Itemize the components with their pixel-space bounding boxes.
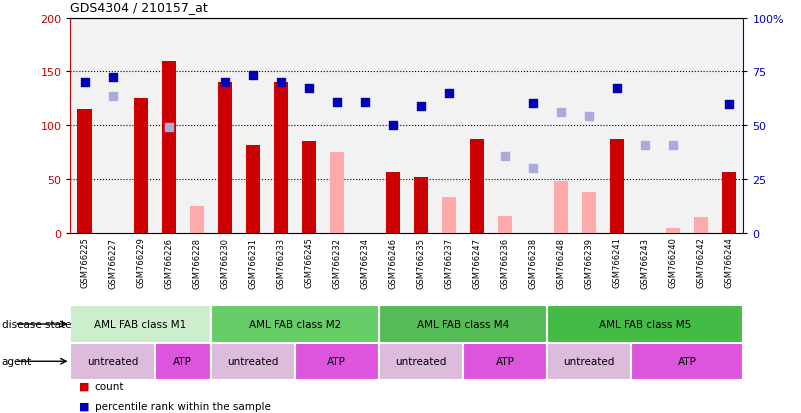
Point xyxy=(611,85,624,92)
Point xyxy=(387,123,400,129)
Text: untreated: untreated xyxy=(563,356,615,366)
Bar xyxy=(554,182,568,233)
Bar xyxy=(414,178,428,233)
Text: GSM766230: GSM766230 xyxy=(220,237,229,288)
Point xyxy=(527,100,540,107)
Bar xyxy=(190,206,203,233)
Point xyxy=(415,103,428,110)
Text: GSM766240: GSM766240 xyxy=(669,237,678,288)
Bar xyxy=(162,62,175,233)
Point xyxy=(162,125,175,131)
Text: ATP: ATP xyxy=(173,356,192,366)
Text: GSM766242: GSM766242 xyxy=(697,237,706,288)
Text: GSM766236: GSM766236 xyxy=(501,237,509,288)
Text: GSM766237: GSM766237 xyxy=(445,237,453,288)
Bar xyxy=(134,99,147,233)
Bar xyxy=(386,172,400,233)
Text: percentile rank within the sample: percentile rank within the sample xyxy=(95,401,271,411)
Bar xyxy=(723,172,736,233)
Bar xyxy=(379,343,463,380)
Text: untreated: untreated xyxy=(87,356,139,366)
Point xyxy=(583,113,596,120)
Bar xyxy=(274,83,288,233)
Bar xyxy=(155,343,211,380)
Text: GSM766241: GSM766241 xyxy=(613,237,622,288)
Text: ■: ■ xyxy=(78,401,89,411)
Bar xyxy=(246,145,260,233)
Bar xyxy=(694,217,708,233)
Text: GSM766239: GSM766239 xyxy=(585,237,594,288)
Text: untreated: untreated xyxy=(395,356,447,366)
Text: GSM766248: GSM766248 xyxy=(557,237,566,288)
Point xyxy=(527,166,540,172)
Point xyxy=(106,74,119,81)
Text: AML FAB class M5: AML FAB class M5 xyxy=(599,319,691,329)
Bar xyxy=(70,306,211,343)
Bar xyxy=(610,140,624,233)
Bar xyxy=(582,192,596,233)
Point xyxy=(78,80,91,86)
Point xyxy=(555,110,568,116)
Text: ATP: ATP xyxy=(496,356,514,366)
Text: GSM766233: GSM766233 xyxy=(276,237,285,288)
Point xyxy=(274,80,288,86)
Text: GSM766227: GSM766227 xyxy=(108,237,117,288)
Text: AML FAB class M2: AML FAB class M2 xyxy=(248,319,341,329)
Text: GDS4304 / 210157_at: GDS4304 / 210157_at xyxy=(70,2,208,14)
Text: agent: agent xyxy=(2,356,32,366)
Bar xyxy=(547,343,631,380)
Point xyxy=(218,80,231,86)
Point xyxy=(723,101,736,108)
Text: GSM766229: GSM766229 xyxy=(136,237,145,288)
Bar xyxy=(631,343,743,380)
Text: GSM766226: GSM766226 xyxy=(164,237,173,288)
Point xyxy=(247,72,260,79)
Bar xyxy=(442,198,456,233)
Point xyxy=(639,142,652,149)
Point xyxy=(359,99,372,106)
Text: GSM766238: GSM766238 xyxy=(529,237,537,288)
Text: GSM766225: GSM766225 xyxy=(80,237,89,288)
Bar xyxy=(211,343,295,380)
Text: ATP: ATP xyxy=(328,356,346,366)
Point xyxy=(331,99,344,106)
Text: ■: ■ xyxy=(78,381,89,391)
Point xyxy=(498,154,512,160)
Text: GSM766235: GSM766235 xyxy=(417,237,425,288)
Text: AML FAB class M4: AML FAB class M4 xyxy=(417,319,509,329)
Bar xyxy=(78,110,91,233)
Text: AML FAB class M1: AML FAB class M1 xyxy=(95,319,187,329)
Bar xyxy=(470,140,484,233)
Text: GSM766231: GSM766231 xyxy=(248,237,257,288)
Text: GSM766234: GSM766234 xyxy=(360,237,369,288)
Text: GSM766244: GSM766244 xyxy=(725,237,734,288)
Text: untreated: untreated xyxy=(227,356,279,366)
Bar xyxy=(330,153,344,233)
Text: GSM766228: GSM766228 xyxy=(192,237,201,288)
Text: GSM766232: GSM766232 xyxy=(332,237,341,288)
Point xyxy=(667,142,680,149)
Text: ATP: ATP xyxy=(678,356,697,366)
Bar xyxy=(498,216,512,233)
Point xyxy=(106,94,119,100)
Bar xyxy=(218,83,231,233)
Bar xyxy=(547,306,743,343)
Text: count: count xyxy=(95,381,124,391)
Text: disease state: disease state xyxy=(2,319,71,329)
Text: GSM766247: GSM766247 xyxy=(473,237,481,288)
Bar xyxy=(302,142,316,233)
Bar xyxy=(379,306,547,343)
Point xyxy=(442,90,455,97)
Bar xyxy=(70,343,155,380)
Bar xyxy=(666,228,680,233)
Text: GSM766243: GSM766243 xyxy=(641,237,650,288)
Bar xyxy=(463,343,547,380)
Text: GSM766245: GSM766245 xyxy=(304,237,313,288)
Bar xyxy=(211,306,379,343)
Text: GSM766246: GSM766246 xyxy=(388,237,397,288)
Point xyxy=(303,85,316,92)
Bar xyxy=(295,343,379,380)
